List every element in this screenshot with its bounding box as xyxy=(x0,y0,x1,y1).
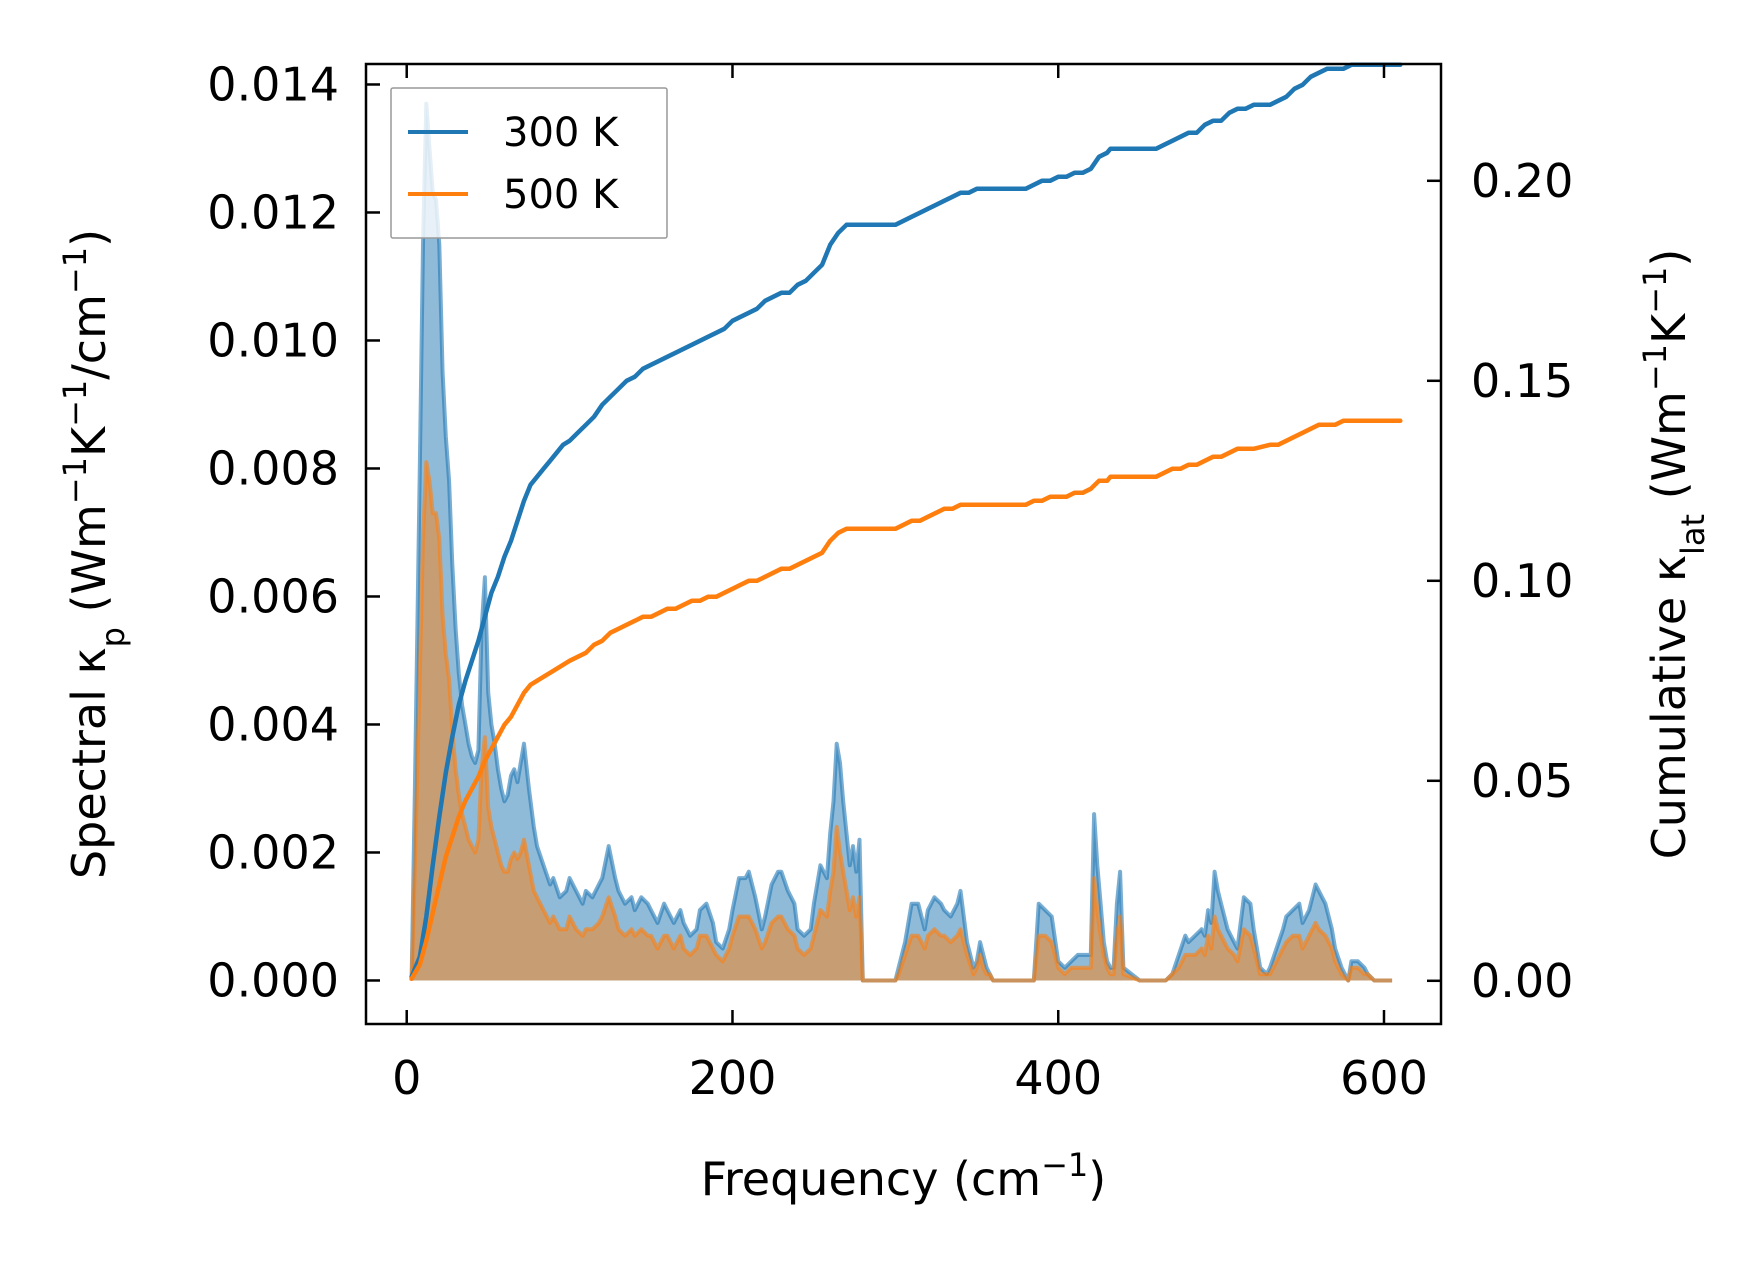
plot-frame xyxy=(364,62,1443,1026)
cumulative-line-layer xyxy=(409,62,1403,982)
y-tick-label-left: 0.010 xyxy=(207,313,339,367)
tick-layer: 0 200 400 600 0.000 0.002 0.004 0.006 0.008 0.010… xyxy=(207,57,1573,1105)
x-tick-label: 600 xyxy=(1340,1051,1428,1105)
x-tick-label: 400 xyxy=(1014,1051,1102,1105)
cumulative-line-300k xyxy=(409,62,1403,980)
y-tick-label-right: 0.15 xyxy=(1471,354,1573,408)
spectral-area-500k xyxy=(409,460,1393,983)
x-tick-label: 0 xyxy=(392,1051,421,1105)
y-tick-label-left: 0.008 xyxy=(207,441,339,495)
y-tick-label-right: 0.00 xyxy=(1471,954,1573,1008)
y-tick-label-right: 0.10 xyxy=(1471,554,1573,608)
legend-label-500k: 500 K xyxy=(503,172,620,218)
y-tick-label-left: 0.004 xyxy=(207,697,339,751)
x-tick-label: 200 xyxy=(689,1051,777,1105)
y-tick-label-left: 0.002 xyxy=(207,825,339,879)
legend: 300 K 500 K xyxy=(390,87,668,239)
y-tick-label-right: 0.05 xyxy=(1471,754,1573,808)
x-axis-label: Frequency (cm−1) xyxy=(701,1146,1106,1206)
y-tick-label-left: 0.014 xyxy=(207,57,339,111)
y-tick-label-left: 0.012 xyxy=(207,185,339,239)
legend-box xyxy=(390,87,668,239)
spectral-area-layer xyxy=(409,101,1393,983)
y-axis-left-label: Spectral κp (Wm−1K−1/cm−1) xyxy=(56,229,132,879)
y-axis-right-label: Cumulative κlat (Wm−1K−1) xyxy=(1636,249,1712,860)
y-tick-label-right: 0.20 xyxy=(1471,154,1573,208)
y-tick-label-left: 0.006 xyxy=(207,569,339,623)
y-tick-label-left: 0.000 xyxy=(207,953,339,1007)
legend-label-300k: 300 K xyxy=(503,110,620,156)
cumulative-line-500k xyxy=(409,418,1403,982)
